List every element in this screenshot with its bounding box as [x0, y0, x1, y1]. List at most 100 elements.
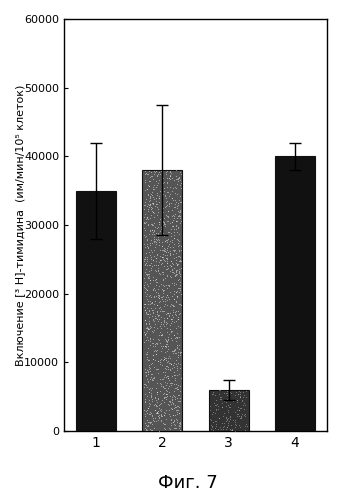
- Point: [165, 356, 171, 364]
- Point: [174, 418, 180, 426]
- Point: [213, 405, 219, 413]
- Point: [161, 221, 166, 229]
- Point: [210, 422, 215, 430]
- Point: [141, 224, 147, 232]
- Point: [161, 290, 166, 298]
- Point: [147, 396, 152, 404]
- Point: [158, 318, 163, 326]
- Point: [171, 294, 177, 302]
- Point: [154, 204, 159, 212]
- Point: [158, 224, 163, 232]
- Point: [146, 312, 152, 320]
- Point: [157, 339, 162, 347]
- Point: [214, 401, 219, 409]
- Point: [172, 189, 177, 197]
- Point: [220, 399, 225, 407]
- Point: [174, 298, 179, 306]
- Point: [163, 354, 169, 362]
- Point: [143, 412, 148, 420]
- Point: [173, 288, 179, 296]
- Point: [161, 218, 167, 226]
- Point: [151, 262, 157, 270]
- Point: [226, 414, 231, 422]
- Y-axis label: Включение [³ H]-тимидина  (им/мин/10⁵ клеток): Включение [³ H]-тимидина (им/мин/10⁵ кле…: [15, 84, 25, 366]
- Point: [171, 228, 176, 235]
- Point: [166, 174, 172, 182]
- Point: [176, 268, 182, 276]
- Point: [144, 270, 149, 278]
- Point: [163, 393, 168, 401]
- Point: [160, 256, 166, 264]
- Point: [149, 226, 155, 234]
- Point: [146, 324, 152, 332]
- Point: [224, 422, 230, 430]
- Point: [144, 286, 150, 294]
- Point: [159, 396, 165, 404]
- Text: Фиг. 7: Фиг. 7: [158, 474, 218, 492]
- Point: [148, 425, 153, 433]
- Point: [150, 416, 156, 424]
- Point: [174, 217, 179, 225]
- Point: [176, 341, 182, 349]
- Point: [146, 306, 152, 314]
- Point: [160, 216, 166, 224]
- Point: [169, 398, 175, 406]
- Point: [171, 280, 177, 288]
- Point: [175, 406, 180, 414]
- Point: [208, 416, 213, 424]
- Point: [147, 310, 153, 318]
- Point: [154, 250, 160, 258]
- Point: [173, 184, 179, 192]
- Point: [155, 388, 160, 396]
- Point: [215, 405, 221, 413]
- Point: [229, 424, 234, 432]
- Point: [163, 236, 169, 244]
- Point: [154, 302, 160, 310]
- Point: [146, 418, 152, 426]
- Point: [178, 394, 183, 402]
- Point: [146, 267, 151, 275]
- Point: [150, 306, 156, 314]
- Point: [165, 217, 170, 225]
- Point: [149, 248, 155, 256]
- Point: [149, 172, 155, 180]
- Point: [153, 342, 158, 350]
- Point: [159, 405, 164, 413]
- Point: [144, 332, 150, 340]
- Point: [154, 228, 159, 236]
- Point: [175, 260, 180, 268]
- Point: [144, 257, 149, 265]
- Point: [155, 170, 161, 178]
- Point: [165, 255, 170, 263]
- Point: [165, 168, 170, 175]
- Point: [151, 228, 156, 236]
- Point: [142, 288, 147, 296]
- Point: [165, 234, 170, 242]
- Point: [232, 420, 238, 428]
- Point: [163, 336, 169, 344]
- Point: [237, 390, 242, 398]
- Point: [167, 190, 172, 198]
- Point: [146, 325, 151, 333]
- Point: [144, 356, 150, 364]
- Point: [150, 222, 156, 230]
- Point: [177, 198, 183, 206]
- Point: [147, 362, 152, 370]
- Point: [153, 267, 159, 275]
- Point: [152, 347, 157, 355]
- Point: [175, 402, 181, 410]
- Point: [160, 246, 166, 254]
- Point: [170, 400, 175, 408]
- Point: [169, 279, 175, 287]
- Point: [150, 200, 156, 208]
- Point: [170, 347, 175, 355]
- Point: [145, 290, 150, 298]
- Point: [149, 226, 155, 234]
- Point: [174, 386, 180, 394]
- Point: [171, 362, 176, 370]
- Point: [142, 380, 147, 388]
- Point: [156, 315, 161, 323]
- Point: [157, 303, 163, 311]
- Point: [176, 408, 182, 416]
- Point: [175, 342, 180, 349]
